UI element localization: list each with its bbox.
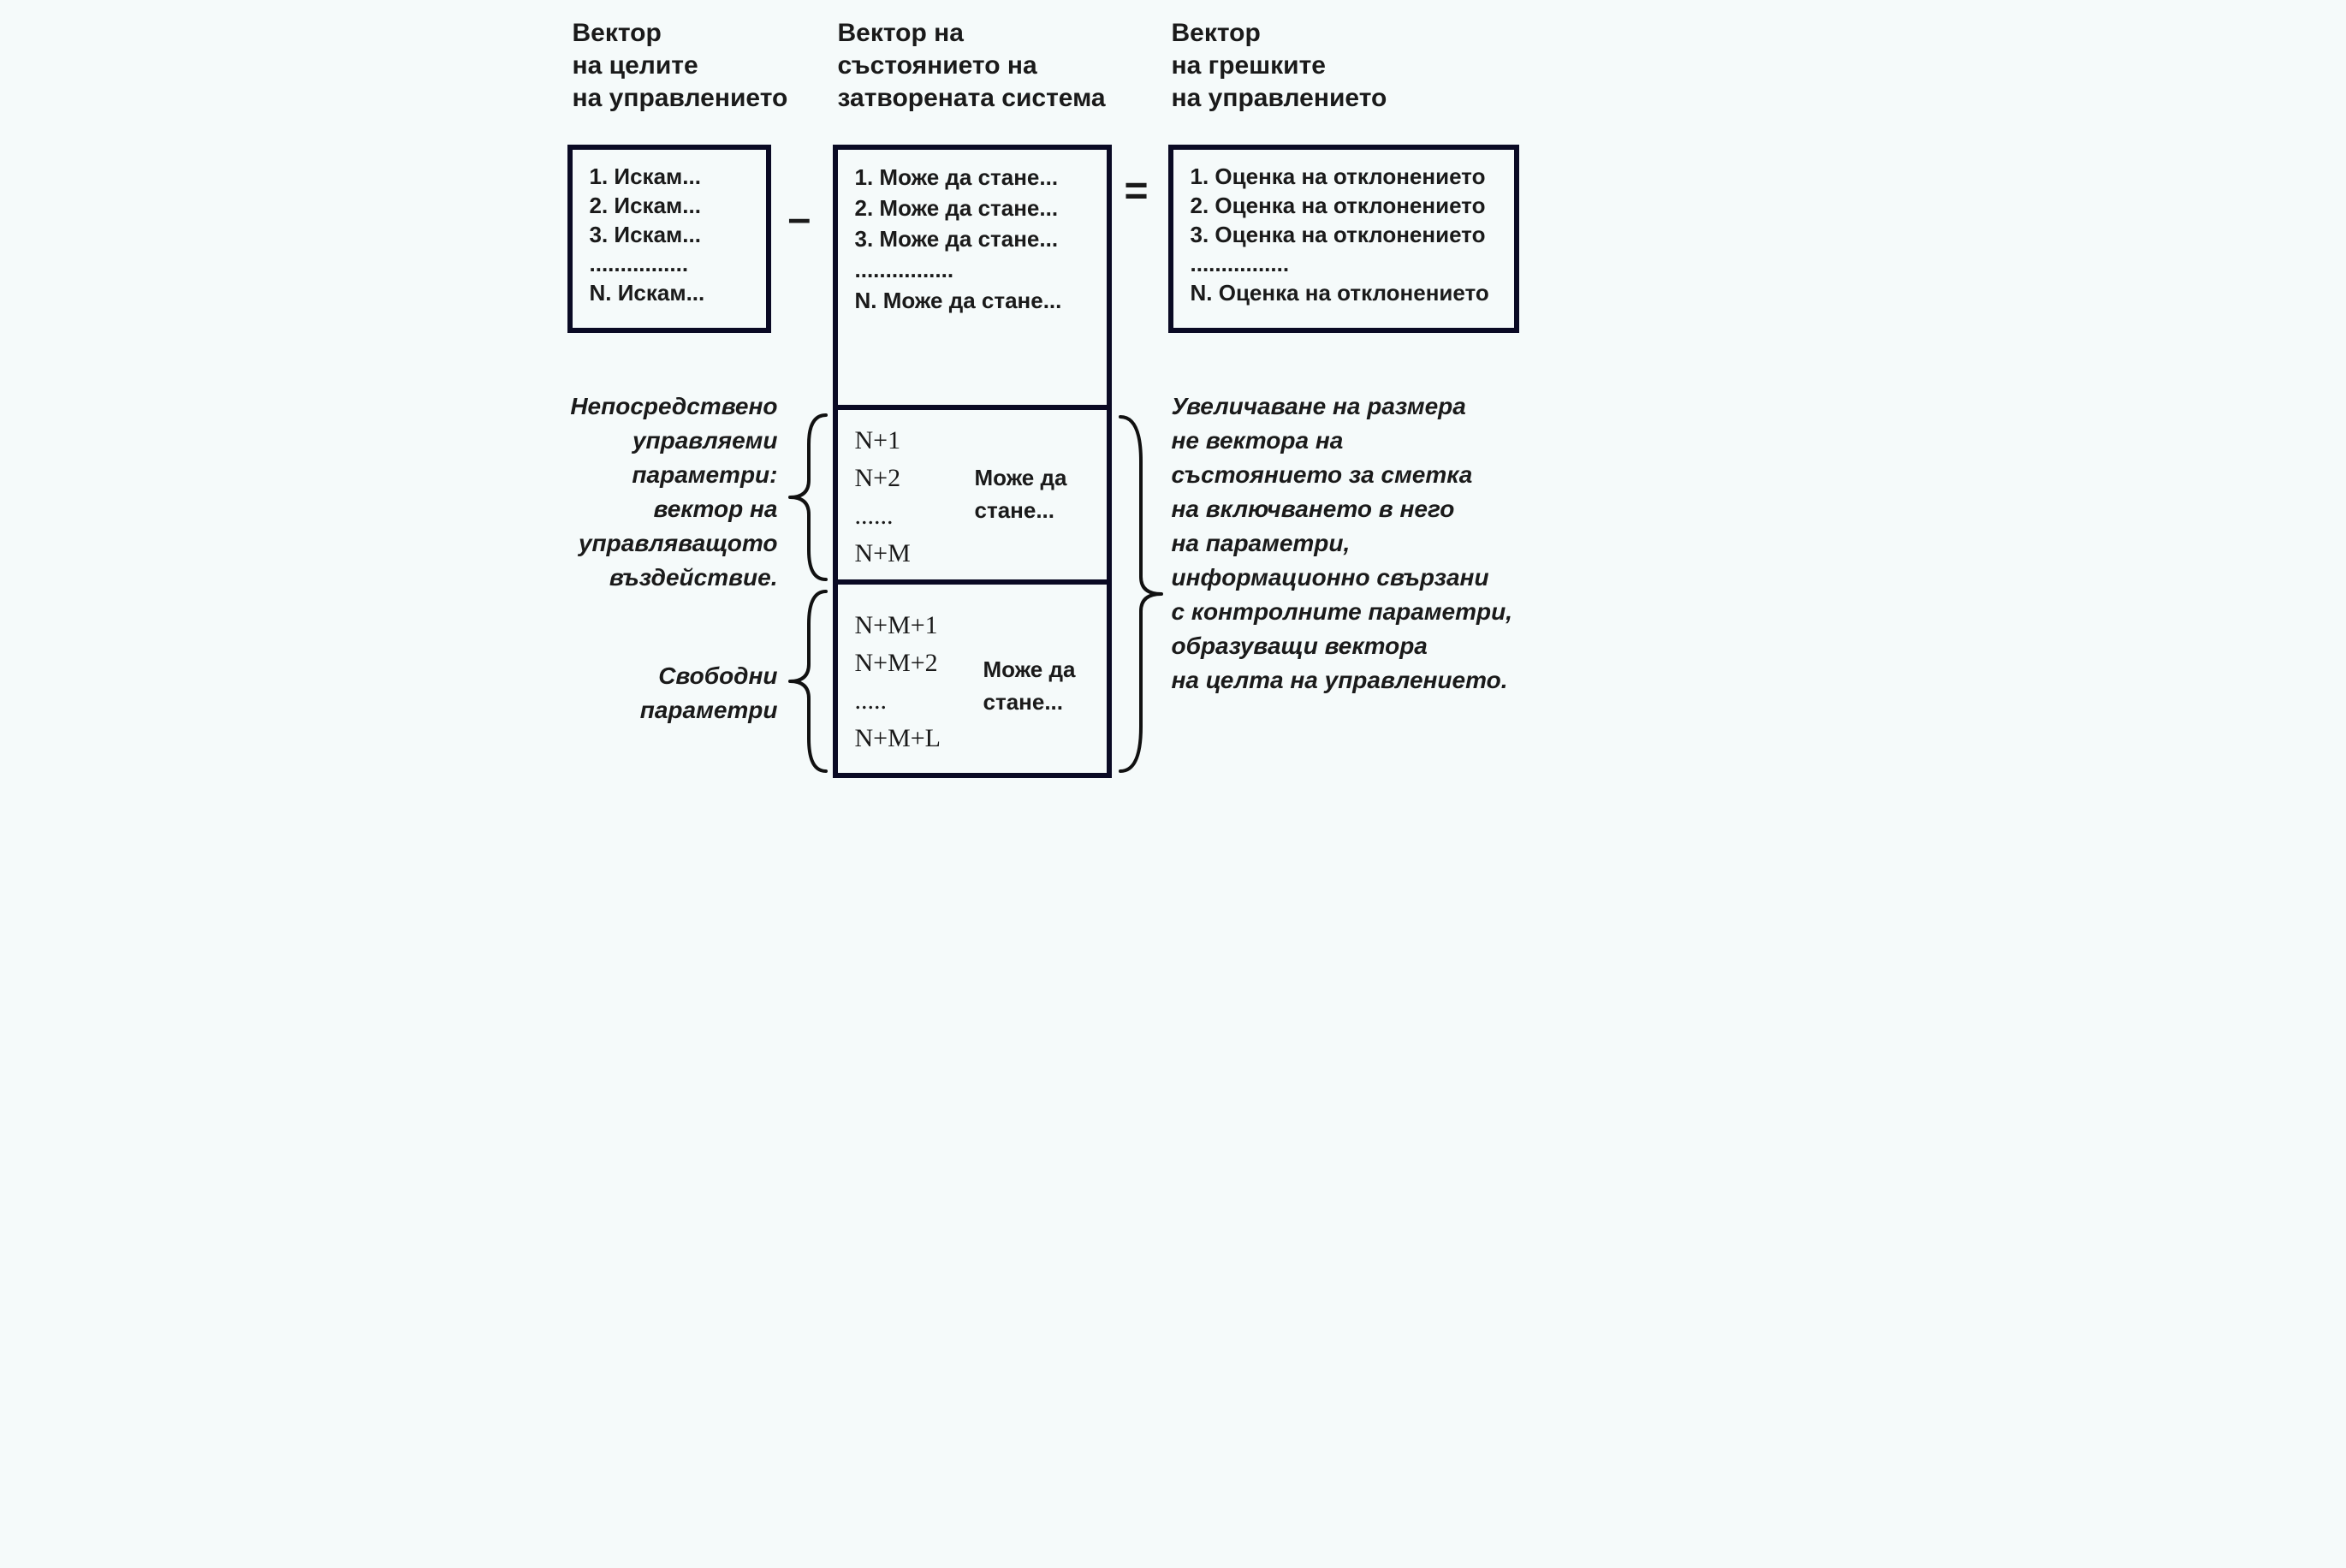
operator-minus: –	[788, 199, 811, 240]
brace-left-controlled	[783, 410, 831, 585]
box-error-vector: 1. Оценка на отклонението 2. Оценка на о…	[1168, 145, 1519, 333]
state-cell-middle: N+1 N+2 ...... N+M Може да стане...	[838, 410, 1107, 585]
cell-mid-note: Може да стане...	[975, 461, 1067, 526]
box-state-vector: 1. Може да стане... 2. Може да стане... …	[833, 145, 1112, 778]
brace-right	[1115, 410, 1167, 778]
heading-errors: Вектор на грешките на управлението	[1172, 17, 1387, 115]
operator-equals: =	[1125, 171, 1143, 212]
brace-left-free	[783, 585, 831, 778]
heading-state: Вектор на състоянието на затворената сис…	[838, 17, 1106, 115]
state-cell-bottom: N+M+1 N+M+2 ..... N+M+L Може да стане...	[838, 585, 1107, 778]
diagram-vectors: Вектор на целите на управлението Вектор …	[521, 0, 1826, 871]
box-goals-vector: 1. Искам... 2. Искам... 3. Искам... ....…	[567, 145, 771, 333]
heading-goals: Вектор на целите на управлението	[573, 17, 788, 115]
annotation-vector-growth: Увеличаване на размера не вектора на със…	[1172, 389, 1583, 698]
state-cell-top: 1. Може да стане... 2. Може да стане... …	[838, 145, 1107, 410]
annotation-free-params: Свободни параметри	[590, 659, 778, 728]
annotation-controlled-params: Непосредствено управляеми параметри: век…	[538, 389, 778, 595]
cell-bot-note: Може да стане...	[983, 653, 1076, 718]
